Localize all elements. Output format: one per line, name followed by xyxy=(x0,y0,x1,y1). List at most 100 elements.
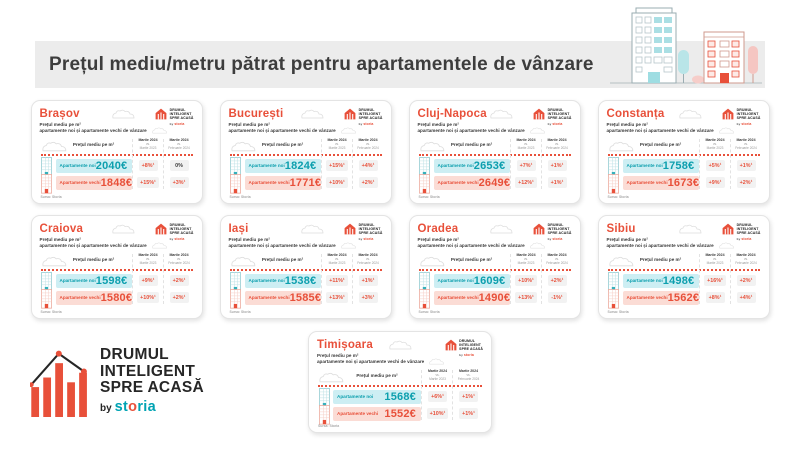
col-header-mom: Martie 2024 vs. Februarie 2024 xyxy=(735,138,757,151)
old-building-icon xyxy=(41,173,52,194)
storia-wordmark: storia xyxy=(114,398,156,415)
cloud-icon xyxy=(718,242,734,249)
source-note: Sursa: Storia xyxy=(229,195,251,199)
old-mom-cell: +3%¹ xyxy=(354,292,383,304)
cloud-icon xyxy=(300,109,323,119)
old-yoy-cell: +8%¹ xyxy=(701,292,730,304)
new-mom-value: 0% xyxy=(169,160,189,172)
col-header-yoy: Martie 2024 vs. Martie 2023 xyxy=(516,138,536,151)
old-mom-value: +3%¹ xyxy=(169,177,189,189)
cards-row-3: Timișoara Prețul mediu pe m² apartamente… xyxy=(0,331,800,433)
house-bars-icon xyxy=(155,223,167,235)
dotted-divider xyxy=(229,153,382,156)
card-logo-text: DRUMUL INTELIGENT SPRE ACASĂ by storia xyxy=(737,108,761,126)
house-bars-icon xyxy=(533,223,545,235)
old-yoy-value: +10%¹ xyxy=(137,292,159,304)
new-yoy-cell: +10%¹ xyxy=(512,275,541,287)
card-logo-line: INTELIGENT xyxy=(547,112,570,117)
city-name: Craiova xyxy=(39,223,84,235)
card-logo-text: DRUMUL INTELIGENT SPRE ACASĂ by storia xyxy=(359,223,383,241)
card-subtitle-line2: apartamente noi și apartamente vechi de … xyxy=(228,243,336,248)
card-storia-logo: DRUMUL INTELIGENT SPRE ACASĂ by storia xyxy=(155,108,193,134)
city-name: Cluj-Napoca xyxy=(417,108,487,120)
old-yoy-cell: +10%¹ xyxy=(134,292,163,304)
card-logo-line: SPRE ACASĂ xyxy=(736,231,761,236)
cloud-icon xyxy=(489,109,512,119)
col-header-price: Prețul mediu pe m² xyxy=(356,372,398,378)
old-yoy-cell: +10%¹ xyxy=(423,408,452,420)
old-mom-cell: -1%¹ xyxy=(543,292,572,304)
new-price-value: 1568€ xyxy=(384,390,416,403)
old-mom-value: +1%¹ xyxy=(547,177,567,189)
old-mom-cell: +1%¹ xyxy=(543,177,572,189)
source-note: Sursa: Storia xyxy=(418,195,440,199)
cloud-icon xyxy=(340,127,356,134)
old-yoy-cell: +15%¹ xyxy=(134,177,163,189)
card-heading: Craiova Prețul mediu pe m² apartamente n… xyxy=(40,223,147,249)
price-table: Prețul mediu pe m² Martie 2024 vs. Marti… xyxy=(40,253,194,309)
card-subtitle-line1: Prețul mediu pe m² xyxy=(417,122,459,127)
old-building-icon xyxy=(41,288,52,309)
row-new-apartments: Apartamente noi 1568€ xyxy=(333,389,421,404)
card-subtitle-line2: apartamente noi și apartamente vechi de … xyxy=(228,128,336,133)
price-table: Prețul mediu pe m² Martie 2024 vs. Marti… xyxy=(229,138,383,194)
source-note: Sursa: Storia xyxy=(40,310,62,314)
cloud-icon xyxy=(608,256,633,267)
col-header-yoy: Martie 2024 vs. Martie 2023 xyxy=(516,253,536,266)
old-building-icon xyxy=(318,404,330,425)
new-price-value: 1538€ xyxy=(284,274,317,287)
card-logo-line: INTELIGENT xyxy=(169,112,192,117)
card-storia-logo: DRUMUL INTELIGENT SPRE ACASĂ by storia xyxy=(155,223,193,249)
row-new-apartments: Apartamente noi 2653€ xyxy=(433,158,510,173)
house-bars-icon xyxy=(722,223,734,235)
source-note: Sursa: Storia xyxy=(418,310,440,314)
col-header-price: Prețul mediu pe m² xyxy=(72,256,115,262)
old-price-value: 2649€ xyxy=(478,176,510,189)
col-header-mom: Martie 2024 vs. Februarie 2024 xyxy=(357,253,379,266)
card-logo-text: DRUMUL INTELIGENT SPRE ACASĂ by storia xyxy=(548,108,572,126)
new-mom-value: +2%¹ xyxy=(547,275,567,287)
city-card: Craiova Prețul mediu pe m² apartamente n… xyxy=(30,215,203,319)
card-heading: Constanța Prețul mediu pe m² apartamente… xyxy=(607,108,714,134)
old-yoy-value: +9%¹ xyxy=(705,177,725,189)
col-header-mom: Martie 2024 vs. Februarie 2024 xyxy=(735,253,757,266)
col-header-yoy: Martie 2024 vs. Martie 2023 xyxy=(138,138,158,151)
row-new-apartments: Apartamente noi 1758€ xyxy=(622,158,699,173)
storia-wordmark-small: storia xyxy=(363,121,374,126)
cloud-icon xyxy=(151,127,167,134)
new-mom-cell: +1%¹ xyxy=(732,160,761,172)
price-table: Prețul mediu pe m² Martie 2024 vs. Marti… xyxy=(607,138,761,194)
card-logo-line: DRUMUL xyxy=(547,223,564,227)
cloud-icon xyxy=(429,358,444,365)
footer-logo-text: DRUMUL INTELIGENT SPRE ACASĂ by storia xyxy=(100,346,204,415)
card-subtitle-line1: Prețul mediu pe m² xyxy=(606,237,648,242)
city-name: Oradea xyxy=(417,223,459,235)
old-building-icon xyxy=(608,288,619,309)
cloud-icon xyxy=(678,224,701,234)
new-building-icon xyxy=(419,156,430,177)
card-storia-logo: DRUMUL INTELIGENT SPRE ACASĂ by storia xyxy=(533,223,571,249)
card-heading: Brașov Prețul mediu pe m² apartamente no… xyxy=(40,108,147,134)
row-old-label: Apartamente vechi xyxy=(248,295,290,301)
col-header-price: Prețul mediu pe m² xyxy=(639,141,682,147)
house-bars-icon xyxy=(722,108,734,120)
storia-wordmark-small: storia xyxy=(552,121,563,126)
card-subtitle: Prețul mediu pe m² apartamente noi și ap… xyxy=(229,237,336,249)
new-yoy-value: +7%¹ xyxy=(516,160,536,172)
card-subtitle-line1: Prețul mediu pe m² xyxy=(39,237,81,242)
old-mom-cell: +2%¹ xyxy=(732,177,761,189)
cloud-icon xyxy=(529,127,545,134)
cloud-icon xyxy=(300,224,323,234)
card-logo-byline: by storia xyxy=(547,121,563,126)
old-mom-cell: +2%¹ xyxy=(165,292,194,304)
footer-logo-byline: by storia xyxy=(100,399,204,415)
dotted-divider xyxy=(40,268,193,271)
new-mom-value: +2%¹ xyxy=(736,275,756,287)
col-header-price: Prețul mediu pe m² xyxy=(261,256,304,262)
storia-wordmark-small: storia xyxy=(463,352,474,357)
storia-footer-logo: DRUMUL INTELIGENT SPRE ACASĂ by storia xyxy=(30,346,204,417)
row-old-apartments: Apartamente vechi 1552€ xyxy=(333,406,421,421)
city-card: Iași Prețul mediu pe m² apartamente noi … xyxy=(219,215,392,319)
row-old-apartments: Apartamente vechi 1771€ xyxy=(244,175,321,190)
new-price-value: 1498€ xyxy=(662,274,695,287)
